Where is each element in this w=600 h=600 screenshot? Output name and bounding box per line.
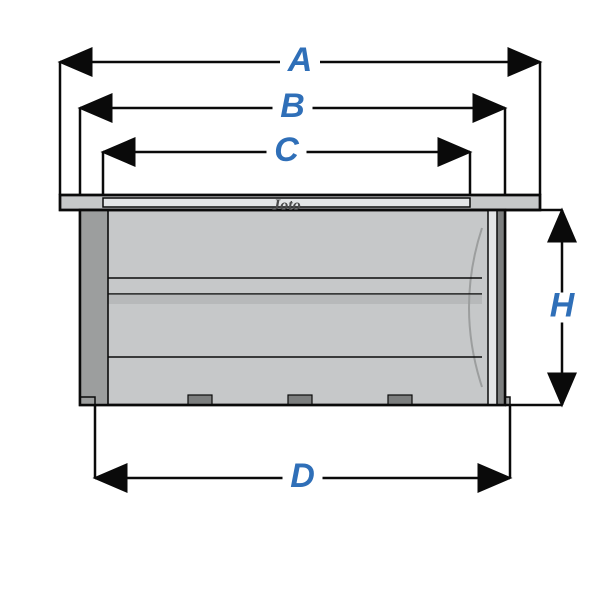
dimension-b-label: B — [280, 87, 305, 125]
brand-text: Joto — [271, 197, 300, 214]
dimension-c-label: C — [274, 131, 299, 169]
dimension-a-label: A — [287, 41, 313, 79]
dimension-d-label: D — [290, 457, 315, 495]
dimension-diagram: A B C D H Joto — [0, 0, 600, 600]
dimension-h-label: H — [550, 286, 576, 324]
product-illustration — [60, 195, 540, 405]
